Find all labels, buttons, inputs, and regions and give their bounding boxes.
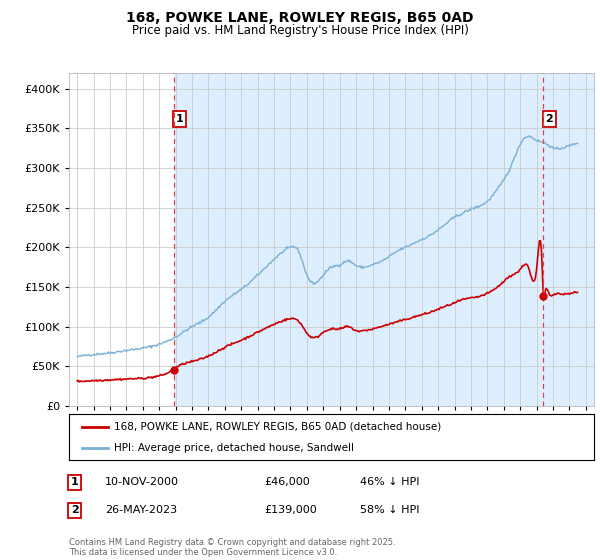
Text: 1: 1 (176, 114, 184, 124)
Text: 168, POWKE LANE, ROWLEY REGIS, B65 0AD: 168, POWKE LANE, ROWLEY REGIS, B65 0AD (126, 11, 474, 25)
Text: £139,000: £139,000 (264, 505, 317, 515)
Text: 2: 2 (71, 505, 79, 515)
Text: 168, POWKE LANE, ROWLEY REGIS, B65 0AD (detached house): 168, POWKE LANE, ROWLEY REGIS, B65 0AD (… (113, 422, 441, 432)
Text: Price paid vs. HM Land Registry's House Price Index (HPI): Price paid vs. HM Land Registry's House … (131, 24, 469, 37)
Text: 2: 2 (545, 114, 553, 124)
Text: HPI: Average price, detached house, Sandwell: HPI: Average price, detached house, Sand… (113, 443, 353, 453)
Text: 46% ↓ HPI: 46% ↓ HPI (360, 477, 419, 487)
Text: 1: 1 (71, 477, 79, 487)
Text: Contains HM Land Registry data © Crown copyright and database right 2025.
This d: Contains HM Land Registry data © Crown c… (69, 538, 395, 557)
Bar (173, 73, 594, 406)
Text: 58% ↓ HPI: 58% ↓ HPI (360, 505, 419, 515)
Text: 26-MAY-2023: 26-MAY-2023 (105, 505, 177, 515)
Text: £46,000: £46,000 (264, 477, 310, 487)
Text: 10-NOV-2000: 10-NOV-2000 (105, 477, 179, 487)
